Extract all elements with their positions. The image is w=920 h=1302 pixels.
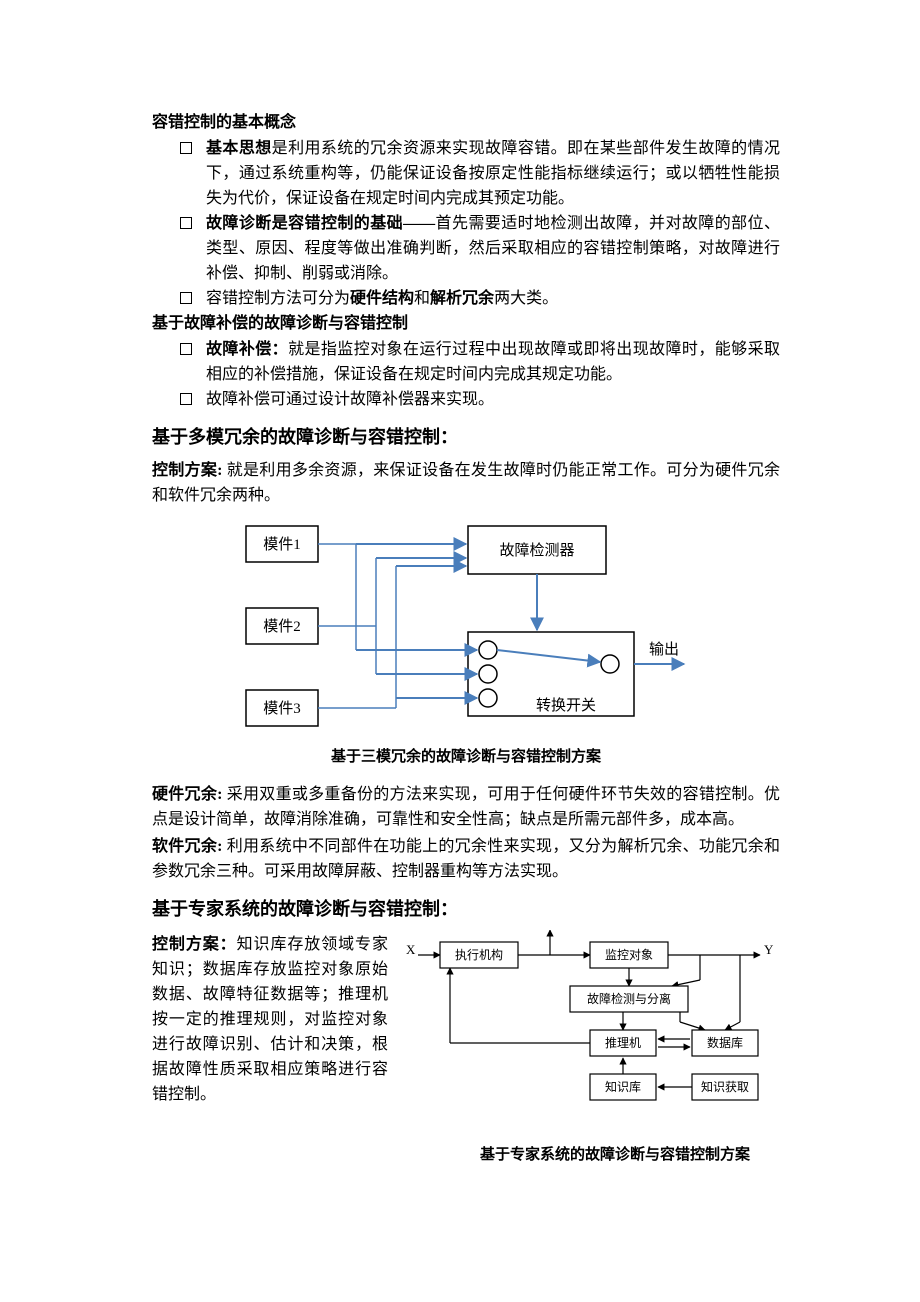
hw-redundancy-para: 硬件冗余: 采用双重或多重备份的方法来实现，可用于任何硬件环节失效的容错控制。优… — [152, 782, 780, 832]
para-text: 采用双重或多重备份的方法来实现，可用于任何硬件环节失效的容错控制。优点是设计简单… — [152, 786, 780, 828]
diagram-output-label: Y — [764, 942, 774, 957]
diagram-node-label: 监控对象 — [605, 948, 653, 962]
section4-text-col: 控制方案：知识库存放领域专家知识；数据库存放监控对象原始数据、故障特征数据等；推… — [152, 930, 388, 1109]
list-item: 故障补偿：就是指监控对象在运行过程中出现故障或即将出现故障时，能够采取相应的补偿… — [180, 337, 780, 387]
bullet-text: 就是指监控对象在运行过程中出现故障或即将出现故障时，能够采取相应的补偿措施，保证… — [206, 341, 780, 383]
bullet-bold: 解析冗余 — [430, 290, 494, 307]
diagram-node-label: 推理机 — [605, 1036, 641, 1050]
diagram2-caption: 基于专家系统的故障诊断与容错控制方案 — [152, 1143, 780, 1164]
diagram-node-label: 模件2 — [263, 618, 301, 635]
bullet-text: 两大类。 — [494, 290, 558, 307]
para-lead-label: 软件冗余: — [152, 838, 222, 855]
diagram-node-label: 数据库 — [707, 1035, 743, 1050]
diagram-node-label: 执行机构 — [455, 947, 503, 962]
para-lead-text: 知识库存放领域专家知识；数据库存放监控对象原始数据、故障特征数据等；推理机按一定… — [152, 936, 388, 1103]
bullet-lead: 基本思想 — [206, 140, 272, 157]
diagram-node-label: 知识库 — [605, 1079, 641, 1094]
bullet-text: 容错控制方法可分为 — [206, 290, 350, 307]
section2-list: 故障补偿：就是指监控对象在运行过程中出现故障或即将出现故障时，能够采取相应的补偿… — [152, 337, 780, 412]
list-item: 故障补偿可通过设计故障补偿器来实现。 — [180, 387, 780, 412]
list-item: 基本思想是利用系统的冗余资源来实现故障容错。即在某些部件发生故障的情况下，通过系… — [180, 136, 780, 211]
diagram-node-label: 故障检测与分离 — [587, 991, 671, 1006]
bullet-text: 故障补偿可通过设计故障补偿器来实现。 — [206, 391, 494, 408]
diagram-node-label: 模件3 — [263, 700, 301, 717]
para-lead-label: 控制方案: — [152, 462, 222, 479]
section3-lead: 控制方案: 就是利用多余资源，来保证设备在发生故障时仍能正常工作。可分为硬件冗余… — [152, 458, 780, 508]
bullet-text: 是利用系统的冗余资源来实现故障容错。即在某些部件发生故障的情况下，通过系统重构等… — [206, 140, 780, 207]
redundancy-diagram: 模件1 模件2 模件3 故障检测器 转换开关 — [236, 522, 696, 737]
bullet-text: 和 — [414, 290, 430, 307]
diagram-input-label: X — [406, 942, 416, 957]
diagram-node-label: 故障检测器 — [499, 541, 574, 559]
diagram1-caption: 基于三模冗余的故障诊断与容错控制方案 — [152, 745, 780, 766]
para-lead-text: 就是利用多余资源，来保证设备在发生故障时仍能正常工作。可分为硬件冗余和软件冗余两… — [152, 462, 780, 504]
sw-redundancy-para: 软件冗余: 利用系统中不同部件在功能上的冗余性来实现，又分为解析冗余、功能冗余和… — [152, 834, 780, 884]
para-lead-label: 硬件冗余: — [152, 786, 222, 803]
bullet-lead: 故障诊断是容错控制的基础—— — [206, 215, 435, 232]
para-text: 利用系统中不同部件在功能上的冗余性来实现，又分为解析冗余、功能冗余和参数冗余三种… — [152, 838, 780, 880]
section1-list: 基本思想是利用系统的冗余资源来实现故障容错。即在某些部件发生故障的情况下，通过系… — [152, 136, 780, 311]
diagram-node-label: 转换开关 — [536, 697, 596, 714]
section3-heading: 基于多模冗余的故障诊断与容错控制： — [152, 422, 780, 452]
section2-heading: 基于故障补偿的故障诊断与容错控制 — [152, 311, 780, 337]
diagram-node-label: 模件1 — [263, 536, 301, 553]
section4-columns: 控制方案：知识库存放领域专家知识；数据库存放监控对象原始数据、故障特征数据等；推… — [152, 930, 780, 1135]
bullet-lead: 故障补偿： — [206, 341, 288, 358]
document-page: 容错控制的基本概念 基本思想是利用系统的冗余资源来实现故障容错。即在某些部件发生… — [0, 0, 920, 1302]
para-lead-label: 控制方案： — [152, 936, 237, 953]
diagram-node-label: 知识获取 — [701, 1080, 749, 1094]
diagram1-wrap: 模件1 模件2 模件3 故障检测器 转换开关 — [152, 522, 780, 737]
section4-lead: 控制方案：知识库存放领域专家知识；数据库存放监控对象原始数据、故障特征数据等；推… — [152, 932, 388, 1107]
bullet-bold: 硬件结构 — [350, 290, 414, 307]
list-item: 容错控制方法可分为硬件结构和解析冗余两大类。 — [180, 286, 780, 311]
section1-heading: 容错控制的基本概念 — [152, 110, 780, 136]
diagram-output-label: 输出 — [649, 641, 679, 658]
expert-system-diagram: X 执行机构 监控对象 Y — [400, 930, 780, 1135]
section4-heading: 基于专家系统的故障诊断与容错控制： — [152, 894, 780, 924]
list-item: 故障诊断是容错控制的基础——首先需要适时地检测出故障，并对故障的部位、类型、原因… — [180, 211, 780, 286]
